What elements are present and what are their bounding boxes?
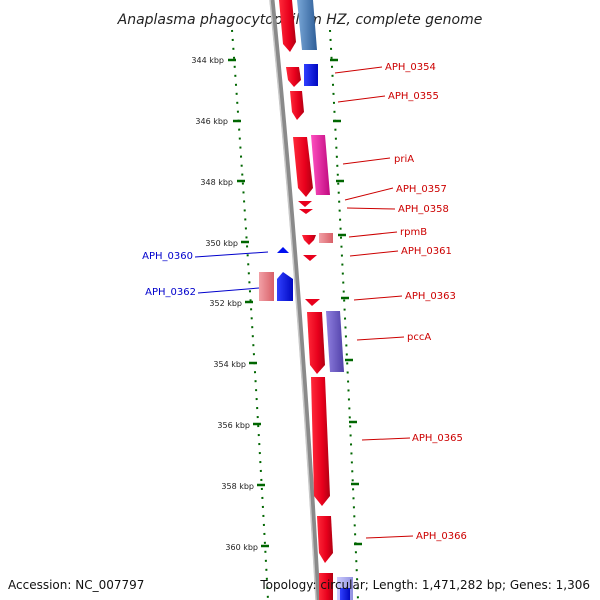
label-APH_0365: APH_0365 [361,433,463,444]
svg-text:APH_0365: APH_0365 [412,433,463,444]
label-APH_0362: APH_0362 [145,287,260,298]
svg-text:APH_0366: APH_0366 [416,531,467,542]
left-tick-track [231,29,269,600]
label-priA: priA [342,154,414,165]
svg-text:pccA: pccA [407,332,431,343]
svg-text:APH_0360: APH_0360 [142,251,193,262]
gene-APH_0355[interactable] [290,91,304,120]
label-APH_0354: APH_0354 [334,62,436,74]
tick-344: 344 kbp [191,56,236,65]
svg-text:348 kbp: 348 kbp [200,178,233,187]
tick-354: 354 kbp [213,360,257,369]
svg-text:APH_0355: APH_0355 [388,91,439,102]
svg-text:APH_0363: APH_0363 [405,291,456,302]
svg-text:346 kbp: 346 kbp [195,117,228,126]
tick-352: 352 kbp [209,299,253,308]
svg-text:354 kbp: 354 kbp [213,360,246,369]
label-APH_0360: APH_0360 [142,251,269,262]
label-rpmB: rpmB [348,227,427,238]
label-APH_0366: APH_0366 [365,531,467,542]
gene-rpmB[interactable] [302,233,333,245]
gene-APH_0362[interactable] [259,272,293,301]
gene-priA[interactable] [293,135,330,197]
label-APH_0363: APH_0363 [353,291,456,302]
tick-358: 358 kbp [221,482,265,491]
svg-text:APH_0362: APH_0362 [145,287,196,298]
gene-APH_0360[interactable] [277,247,289,253]
gene-APH_0365[interactable] [311,377,330,506]
right-tick-marks [330,58,362,546]
svg-text:360 kbp: 360 kbp [225,543,258,552]
svg-text:APH_0358: APH_0358 [398,204,449,215]
topology-summary: Topology: circular; Length: 1,471,282 bp… [260,578,590,592]
tick-346: 346 kbp [195,117,241,126]
gene-next-partial[interactable] [319,573,353,600]
gene-APH_0366[interactable] [317,516,333,563]
gene-APH_0357[interactable] [298,201,312,207]
label-APH_0358: APH_0358 [346,204,449,215]
gene-APH_0363[interactable] [305,299,320,306]
tick-350: 350 kbp [205,239,249,248]
gene-APH_0354[interactable] [286,64,318,87]
svg-text:356 kbp: 356 kbp [217,421,250,430]
svg-text:344 kbp: 344 kbp [191,56,224,65]
gene-APH_0361[interactable] [303,255,317,261]
tick-360: 360 kbp [225,543,269,552]
svg-text:APH_0357: APH_0357 [396,184,447,195]
label-APH_0355: APH_0355 [337,91,439,103]
gene-pccA[interactable] [307,311,344,374]
svg-text:APH_0354: APH_0354 [385,62,436,73]
label-APH_0357: APH_0357 [344,184,447,201]
tick-348: 348 kbp [200,178,245,187]
svg-text:priA: priA [394,154,414,165]
tick-356: 356 kbp [217,421,261,430]
svg-text:352 kbp: 352 kbp [209,299,242,308]
svg-text:350 kbp: 350 kbp [205,239,238,248]
svg-text:358 kbp: 358 kbp [221,482,254,491]
genome-backbone [269,0,321,600]
svg-text:APH_0361: APH_0361 [401,246,452,257]
gene-APH_0358[interactable] [299,209,313,214]
svg-text:rpmB: rpmB [400,227,427,238]
accession-label: Accession: NC_007797 [8,578,145,592]
label-APH_0361: APH_0361 [349,246,452,257]
label-pccA: pccA [356,332,431,343]
gene-APH_0353-partial[interactable] [279,0,317,52]
